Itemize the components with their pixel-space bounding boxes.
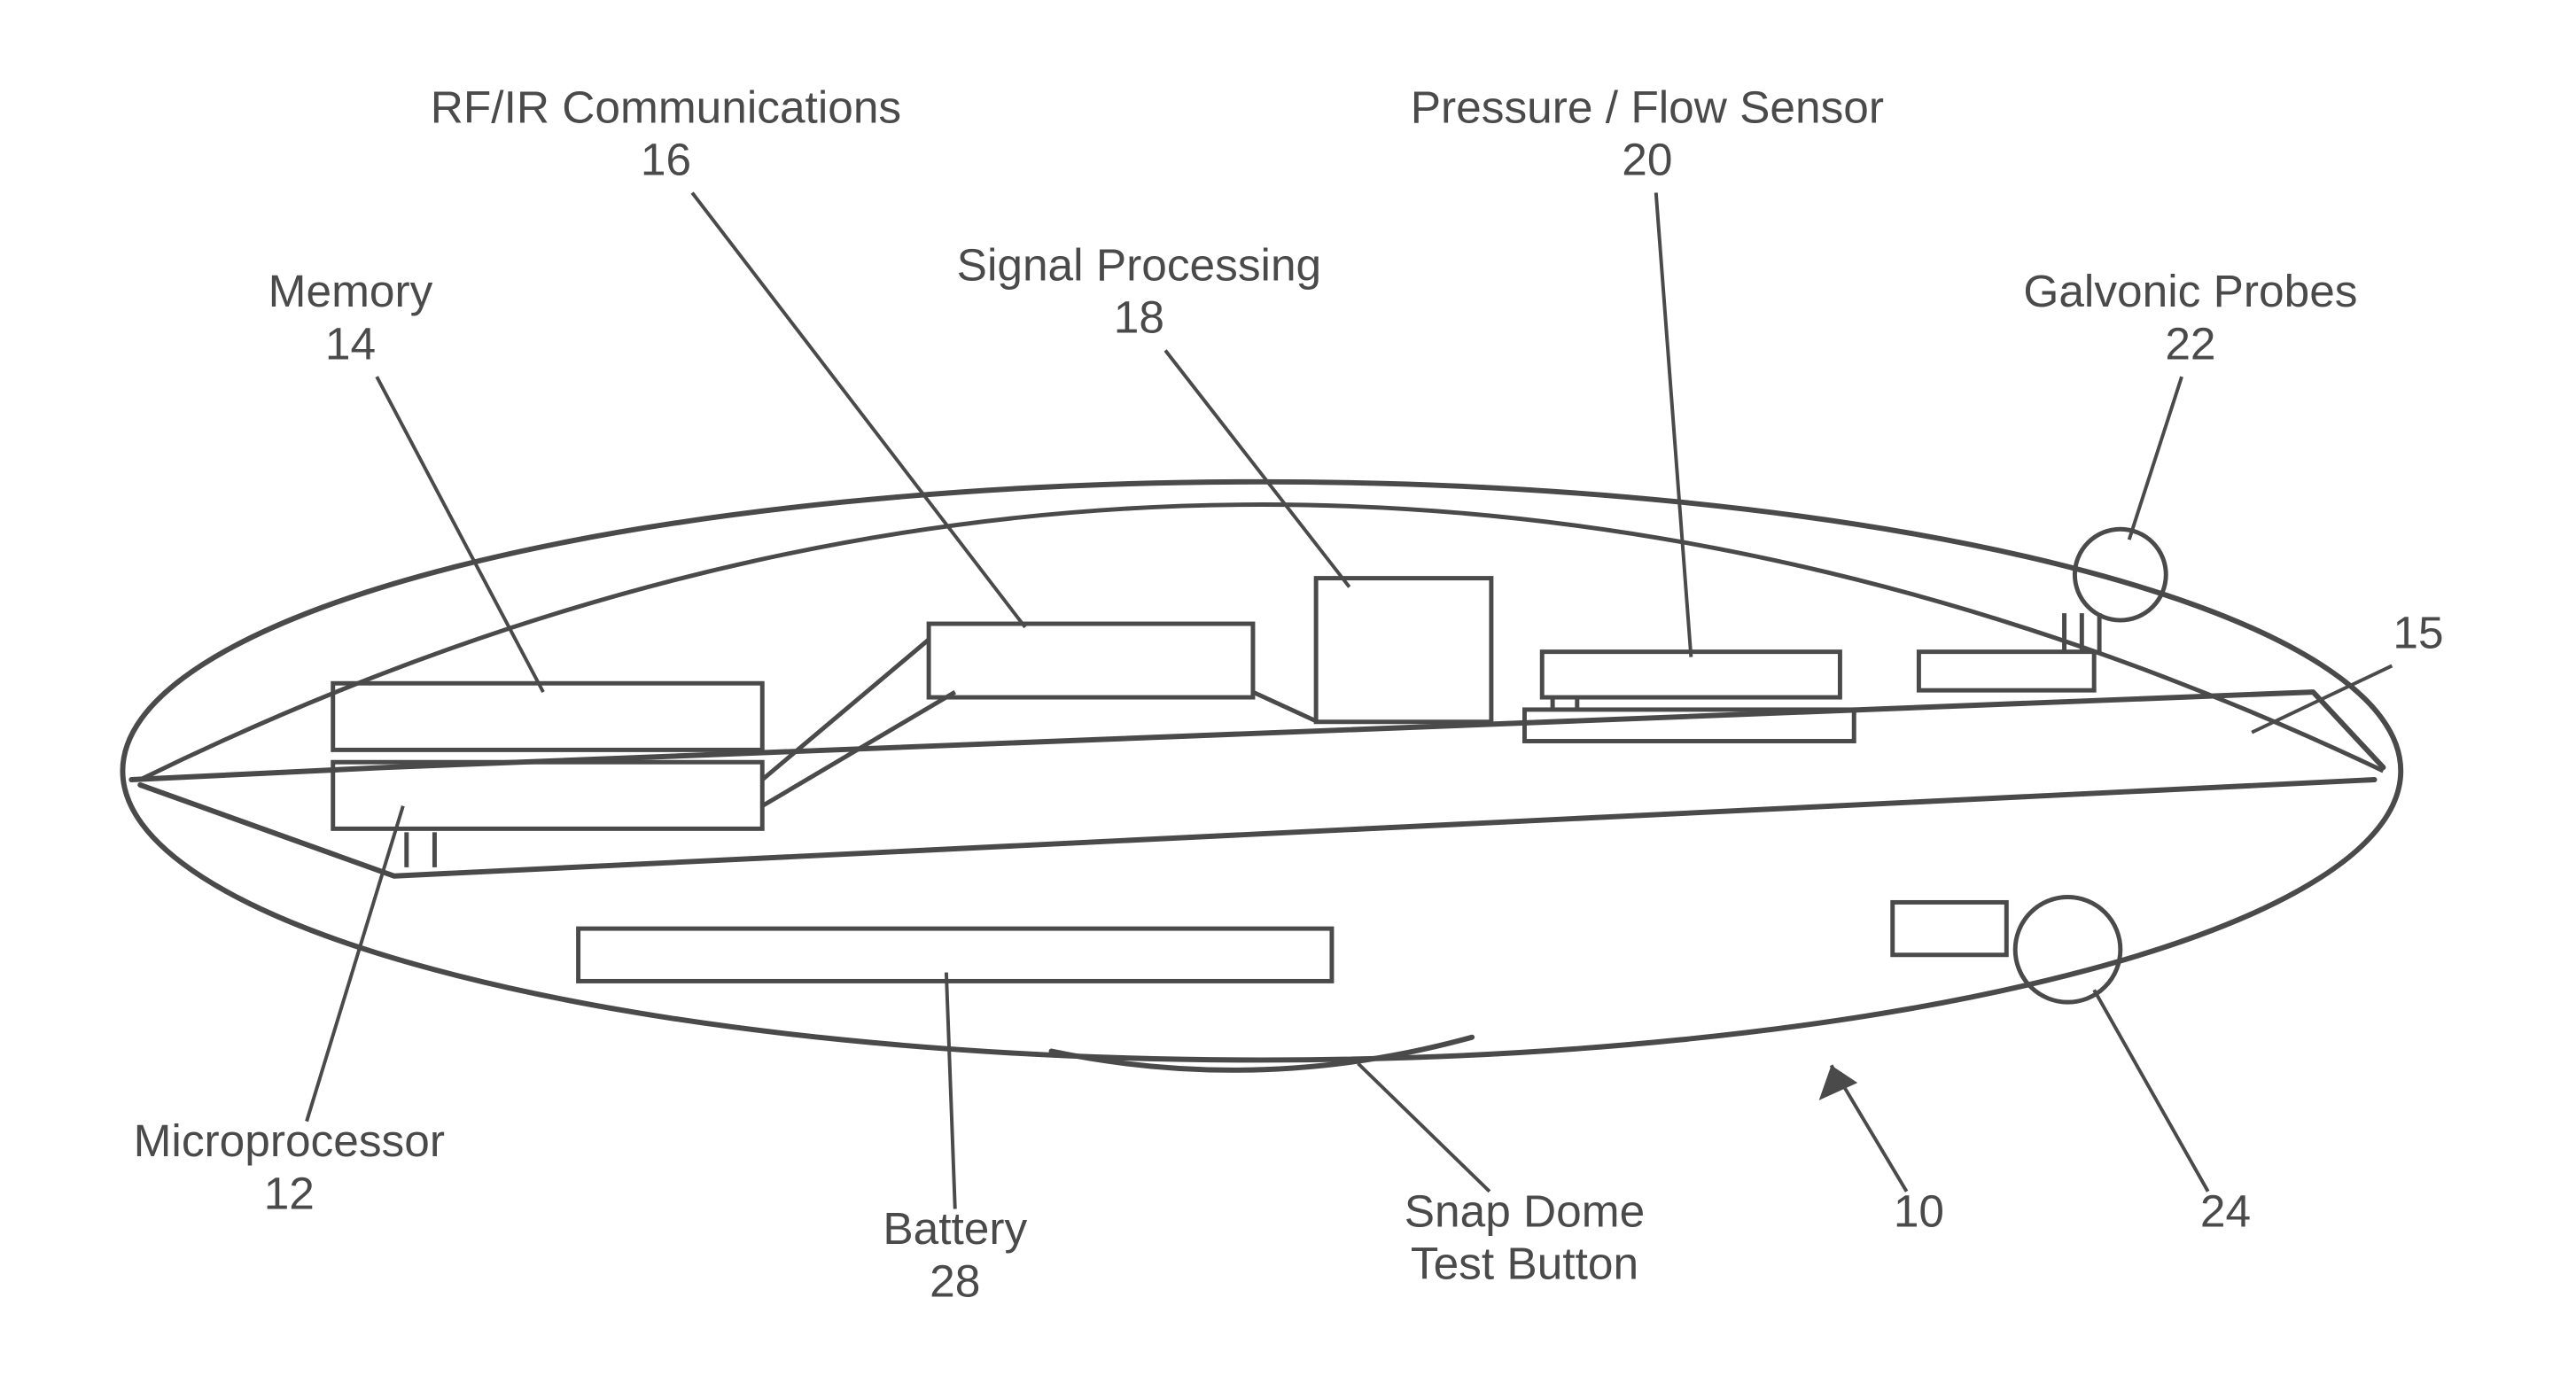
galvonic-ref: 22 bbox=[2165, 317, 2215, 369]
labels: RF/IR Communications 16 Memory 14 Signal… bbox=[134, 81, 2444, 1306]
signal-ref: 18 bbox=[1114, 291, 1164, 343]
rf-ir-label: RF/IR Communications bbox=[431, 81, 901, 132]
ref-15-label: 15 bbox=[2393, 607, 2443, 658]
svg-text:15: 15 bbox=[2393, 607, 2443, 658]
svg-text:28: 28 bbox=[930, 1255, 980, 1306]
ref-24-label: 24 bbox=[2200, 1185, 2251, 1236]
svg-text:Test Button: Test Button bbox=[1411, 1238, 1638, 1289]
signal-box bbox=[1316, 579, 1491, 722]
memory-ref: 14 bbox=[325, 317, 376, 369]
snap-label-2: Test Button bbox=[1411, 1238, 1638, 1289]
svg-text:12: 12 bbox=[264, 1168, 315, 1219]
svg-text:Galvonic Probes: Galvonic Probes bbox=[2023, 265, 2357, 316]
rfir-box bbox=[929, 624, 1253, 697]
snap-label-1: Snap Dome bbox=[1405, 1185, 1645, 1236]
svg-text:10: 10 bbox=[1894, 1185, 1944, 1236]
rf-ir-ref: 16 bbox=[641, 134, 691, 185]
galvonic-label: Galvonic Probes bbox=[2023, 265, 2357, 316]
svg-text:16: 16 bbox=[641, 134, 691, 185]
svg-text:Battery: Battery bbox=[883, 1202, 1027, 1254]
svg-text:Memory: Memory bbox=[268, 265, 433, 316]
battery-ref: 28 bbox=[930, 1255, 980, 1306]
memory-box bbox=[333, 683, 762, 750]
svg-text:14: 14 bbox=[325, 317, 376, 369]
ref-10-label: 10 bbox=[1894, 1185, 1944, 1236]
technical-diagram: RF/IR Communications 16 Memory 14 Signal… bbox=[0, 0, 2576, 1391]
svg-text:24: 24 bbox=[2200, 1185, 2251, 1236]
svg-text:20: 20 bbox=[1622, 134, 1672, 185]
svg-text:Microprocessor: Microprocessor bbox=[134, 1115, 445, 1166]
component-boxes bbox=[333, 579, 2099, 982]
pressure-label: Pressure / Flow Sensor bbox=[1411, 81, 1884, 132]
arrow-head-10 bbox=[1819, 1065, 1858, 1100]
memory-label: Memory bbox=[268, 265, 433, 316]
svg-text:22: 22 bbox=[2165, 317, 2215, 369]
micro-ref: 12 bbox=[264, 1168, 315, 1219]
svg-text:18: 18 bbox=[1114, 291, 1164, 343]
inner-upper-line bbox=[140, 505, 2383, 780]
svg-text:Signal Processing: Signal Processing bbox=[957, 238, 1321, 290]
battery-label: Battery bbox=[883, 1202, 1027, 1254]
pressure-box bbox=[1542, 652, 1840, 697]
svg-text:Pressure / Flow Sensor: Pressure / Flow Sensor bbox=[1411, 81, 1884, 132]
svg-text:Snap Dome: Snap Dome bbox=[1405, 1185, 1645, 1236]
snap-dome-bulge bbox=[1052, 1037, 1473, 1070]
signal-label: Signal Processing bbox=[957, 238, 1321, 290]
right-small-box bbox=[1918, 652, 2094, 691]
svg-text:RF/IR Communications: RF/IR Communications bbox=[431, 81, 901, 132]
mid-wing-upper bbox=[131, 692, 2383, 780]
outer-body-ellipse bbox=[122, 482, 2401, 1061]
battery-box bbox=[579, 929, 1332, 981]
micro-label: Microprocessor bbox=[134, 1115, 445, 1166]
pressure-ref: 20 bbox=[1622, 134, 1672, 185]
bottom-right-box bbox=[1893, 902, 2007, 954]
ref-24-circle bbox=[2015, 898, 2121, 1003]
